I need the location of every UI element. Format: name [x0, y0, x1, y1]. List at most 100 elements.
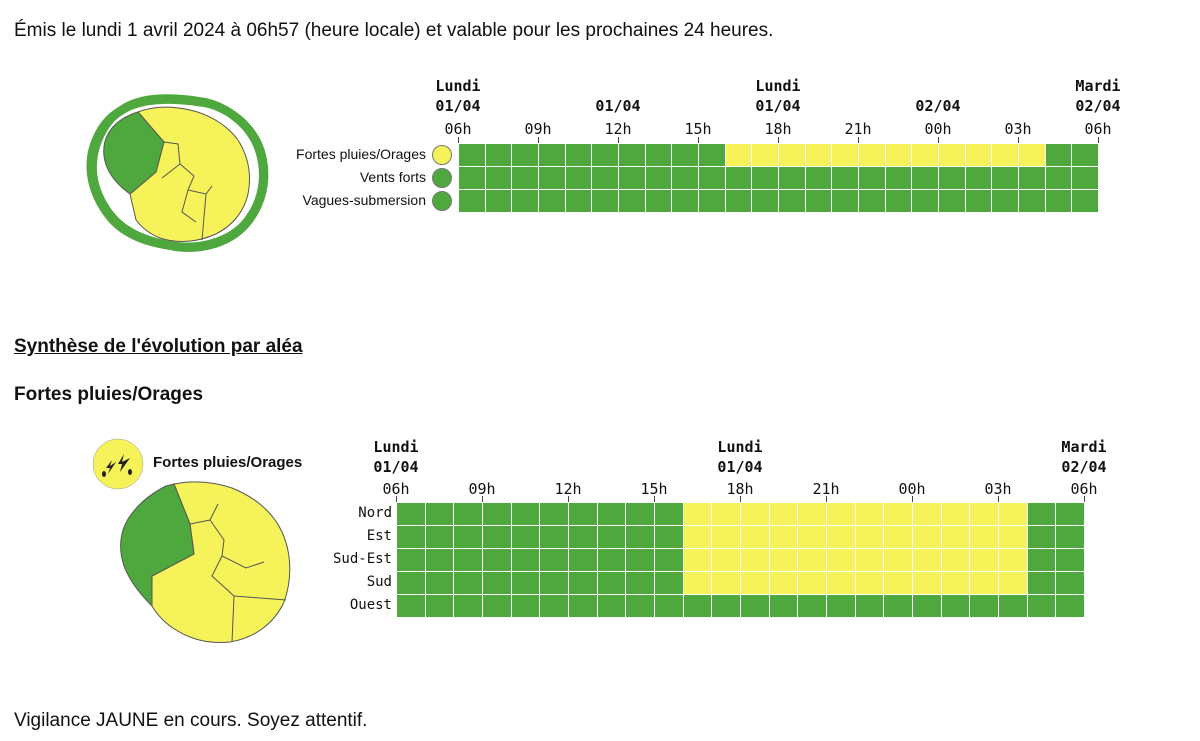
timeline-cell	[596, 548, 627, 572]
timeline-cell	[1026, 594, 1057, 618]
timeline-cell	[1044, 189, 1073, 213]
timeline-cell	[453, 525, 483, 549]
timeline-cell	[940, 571, 971, 595]
timeline-cell	[1055, 571, 1085, 595]
issued-notice: Émis le lundi 1 avril 2024 à 06h57 (heur…	[14, 20, 774, 41]
timeline-cell	[854, 502, 885, 526]
timeline-cell	[568, 502, 598, 526]
timeline-cell	[1018, 166, 1046, 190]
timeline-cell	[458, 166, 486, 190]
timeline-cell	[964, 143, 993, 167]
timeline-cell	[424, 571, 455, 595]
row-label: Ouest	[349, 597, 392, 613]
timeline-cell	[884, 189, 913, 213]
hour-tick	[458, 137, 459, 143]
timeline-cell	[768, 594, 799, 618]
timeline-cell	[778, 189, 806, 213]
timeline-cell	[482, 594, 512, 618]
timeline-cell	[912, 502, 942, 526]
timeline-cell	[458, 143, 486, 167]
day-date: 01/04	[717, 458, 763, 476]
timeline-cell	[883, 502, 913, 526]
timeline-cell	[740, 548, 770, 572]
timeline-cell	[618, 143, 646, 167]
wind-icon	[432, 167, 452, 188]
day-label: Mardi 02/04	[1058, 76, 1138, 116]
vigilance-status: Vigilance JAUNE en cours. Soyez attentif…	[14, 710, 368, 731]
timeline-cell	[1026, 525, 1057, 549]
timeline-cell	[883, 525, 913, 549]
timeline-cell	[591, 143, 619, 167]
timeline-cell	[671, 143, 699, 167]
day-label: Mardi 02/04	[1044, 437, 1124, 477]
timeline-cell	[453, 571, 483, 595]
timeline-cell	[654, 525, 684, 549]
timeline-cell	[424, 548, 455, 572]
timeline-cell	[510, 525, 541, 549]
timeline-cell	[539, 594, 569, 618]
timeline-cell	[826, 548, 856, 572]
hour-tick	[778, 137, 779, 143]
timeline-cell	[826, 525, 856, 549]
timeline-cell	[768, 502, 799, 526]
hazard-timeline-chart: Lundi 01/04 Lundi 01/04 Mardi 02/04 06h 09h 12h 1…	[320, 432, 1110, 632]
timeline-cell	[538, 189, 566, 213]
timeline-cell	[1044, 166, 1073, 190]
timeline-cell	[964, 166, 993, 190]
timeline-cell	[778, 166, 806, 190]
hour-tick-label: 00h	[924, 120, 952, 138]
timeline-cell	[564, 143, 593, 167]
timeline-cell	[1071, 143, 1099, 167]
timeline-cell	[751, 189, 779, 213]
day-label: Lundi 01/04	[700, 437, 780, 477]
map-internal-boundaries	[161, 141, 213, 241]
timeline-cell	[724, 143, 753, 167]
timeline-cell	[625, 525, 655, 549]
timeline-cell	[940, 502, 971, 526]
hour-tick-label: 18h	[764, 120, 792, 138]
timeline-cell	[1055, 502, 1085, 526]
day-date: 01/04	[755, 97, 801, 115]
timeline-cell	[671, 166, 699, 190]
timeline-cell	[740, 594, 770, 618]
hour-tick-label: 21h	[812, 480, 840, 498]
timeline-cell	[644, 143, 673, 167]
timeline-cell	[538, 166, 566, 190]
timeline-cell	[396, 594, 426, 618]
timeline-cell	[724, 189, 753, 213]
timeline-cell	[797, 548, 827, 572]
hour-tick-label: 15h	[684, 120, 712, 138]
timeline-cell	[625, 502, 655, 526]
timeline-cell	[740, 502, 770, 526]
timeline-cell	[911, 143, 939, 167]
day-name: Lundi	[717, 438, 763, 456]
row-label: Nord	[358, 505, 392, 521]
timeline-cell	[539, 502, 569, 526]
timeline-cell	[484, 189, 513, 213]
timeline-cell	[564, 189, 593, 213]
day-date: 01/04	[435, 97, 481, 115]
timeline-cell	[797, 571, 827, 595]
timeline-cell	[698, 166, 726, 190]
hour-tick	[568, 496, 569, 502]
day-name	[578, 76, 658, 96]
timeline-cell	[424, 525, 455, 549]
timeline-cell	[510, 502, 541, 526]
hour-tick-label: 21h	[844, 120, 872, 138]
timeline-cell	[711, 502, 741, 526]
reunion-map-hazard	[120, 481, 291, 643]
timeline-cell	[424, 502, 455, 526]
timeline-cell	[768, 548, 799, 572]
row-label: Vents forts	[359, 169, 426, 185]
day-date: 01/04	[373, 458, 419, 476]
hour-tick	[938, 137, 939, 143]
timeline-cell	[1018, 143, 1046, 167]
hour-tick-label: 06h	[1070, 480, 1098, 498]
timeline-cell	[682, 548, 713, 572]
day-label: 02/04	[898, 76, 978, 116]
timeline-cell	[1044, 143, 1073, 167]
map-region-west	[103, 111, 165, 195]
timeline-cell	[912, 571, 942, 595]
hour-tick	[912, 496, 913, 502]
hour-tick	[826, 496, 827, 502]
